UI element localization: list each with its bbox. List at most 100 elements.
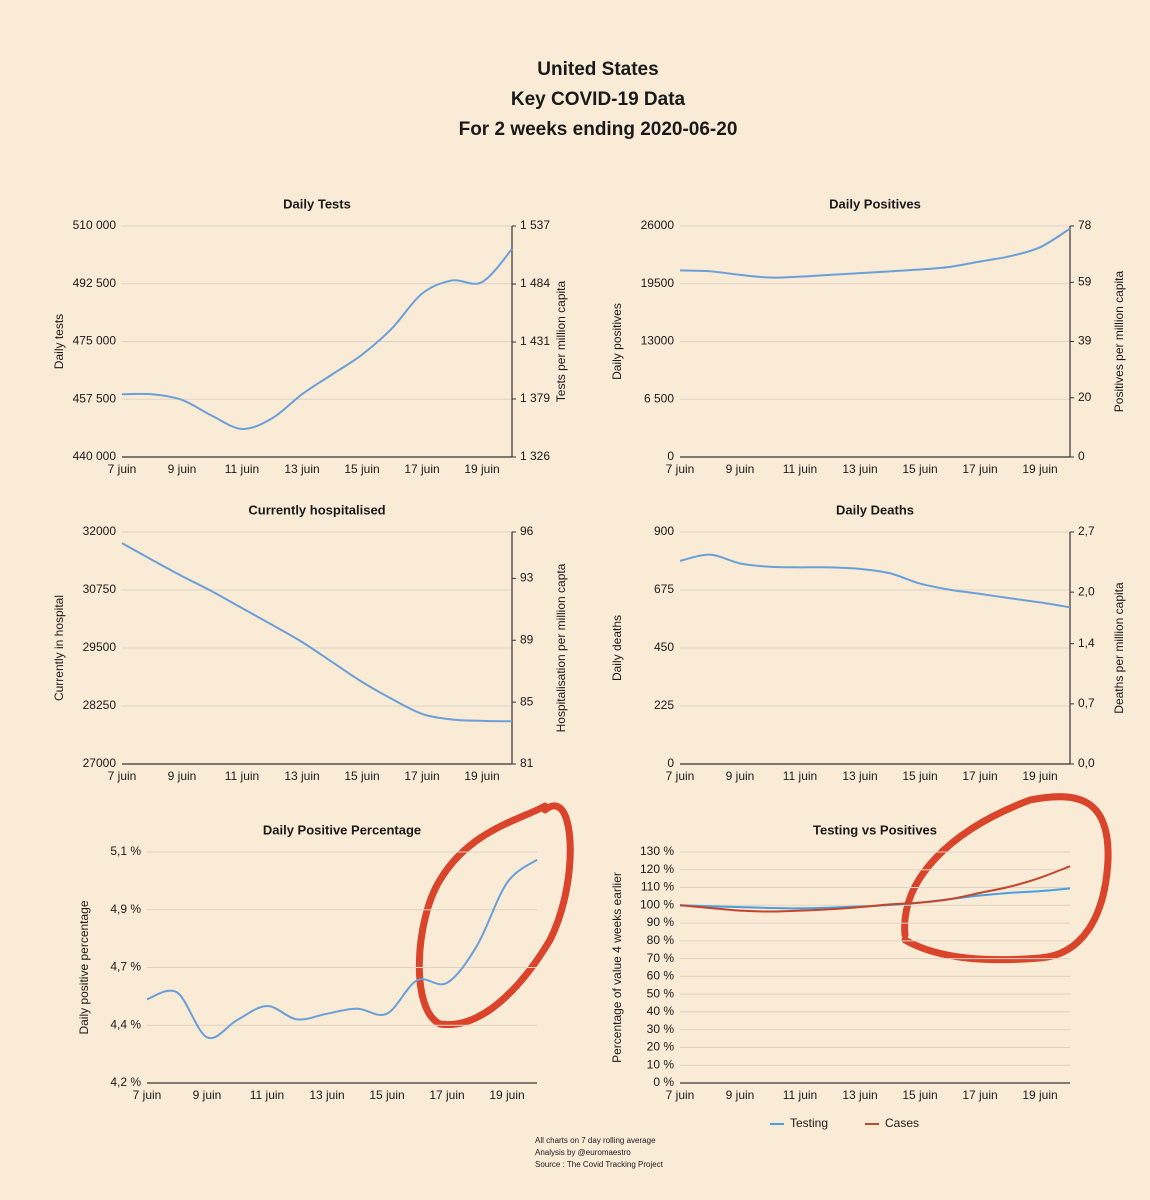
chart-title: Daily Deaths: [836, 502, 914, 517]
y2-tick-label: 2,0: [1078, 584, 1095, 598]
x-tick-label: 15 juin: [344, 462, 379, 476]
y-tick-label: 475 000: [73, 334, 117, 348]
y2-axis-label: Hospitalisation per million capta: [554, 563, 568, 732]
series-line: [146, 858, 538, 1040]
x-tick-label: 9 juin: [726, 769, 755, 783]
x-tick-label: 17 juin: [962, 769, 997, 783]
x-tick-label: 13 juin: [309, 1088, 344, 1102]
x-tick-label: 19 juin: [1022, 1088, 1057, 1102]
x-tick-label: 7 juin: [666, 1088, 695, 1102]
hand-annotation: [415, 802, 574, 1029]
y2-tick-label: 2,7: [1078, 524, 1095, 538]
x-tick-label: 19 juin: [489, 1088, 524, 1102]
x-tick-label: 13 juin: [842, 769, 877, 783]
y2-tick-label: 0: [1078, 449, 1085, 463]
x-tick-label: 11 juin: [783, 769, 817, 783]
y-tick-label: 4,7 %: [110, 960, 141, 974]
x-tick-label: 17 juin: [962, 462, 997, 476]
y2-tick-label: 1 326: [520, 449, 550, 463]
y-tick-label: 80 %: [647, 933, 675, 947]
x-tick-label: 13 juin: [842, 462, 877, 476]
x-tick-label: 9 juin: [726, 1088, 755, 1102]
x-tick-label: 17 juin: [404, 769, 439, 783]
y2-tick-label: 1 537: [520, 218, 550, 232]
y2-tick-label: 96: [520, 524, 534, 538]
chart-title: Daily Positive Percentage: [263, 822, 421, 837]
y2-tick-label: 0,0: [1078, 756, 1095, 770]
y2-tick-label: 20: [1078, 390, 1092, 404]
x-tick-label: 17 juin: [429, 1088, 464, 1102]
y-tick-label: 492 500: [73, 276, 117, 290]
y2-tick-label: 81: [520, 756, 534, 770]
chart-title: Daily Positives: [829, 196, 921, 211]
x-tick-label: 17 juin: [962, 1088, 997, 1102]
y-tick-label: 225: [654, 698, 674, 712]
series-line: [679, 553, 1071, 609]
x-tick-label: 17 juin: [404, 462, 439, 476]
y-tick-label: 60 %: [647, 969, 675, 983]
y2-tick-label: 1 379: [520, 391, 550, 405]
y-tick-label: 40 %: [647, 1004, 675, 1018]
x-tick-label: 15 juin: [369, 1088, 404, 1102]
x-tick-label: 7 juin: [108, 462, 137, 476]
x-tick-label: 9 juin: [193, 1088, 222, 1102]
y-axis-label: Percentage of value 4 weeks earlier: [610, 872, 624, 1063]
y-tick-label: 30 %: [647, 1022, 675, 1036]
legend-label: Testing: [790, 1116, 828, 1130]
y-axis-label: Daily tests: [52, 314, 66, 369]
y-tick-label: 19500: [641, 276, 675, 290]
x-tick-label: 7 juin: [133, 1088, 162, 1102]
y-axis-label: Daily positives: [610, 303, 624, 380]
y2-tick-label: 0,7: [1078, 696, 1095, 710]
y-tick-label: 4,9 %: [110, 902, 141, 916]
y2-tick-label: 1 431: [520, 334, 550, 348]
x-tick-label: 19 juin: [464, 462, 499, 476]
x-tick-label: 13 juin: [842, 1088, 877, 1102]
y-tick-label: 110 %: [641, 880, 674, 894]
y2-axis-label: Positives per million capita: [1112, 270, 1126, 412]
x-tick-label: 13 juin: [284, 462, 319, 476]
y2-axis-label: Tests per million capita: [554, 280, 568, 402]
note: All charts on 7 day rolling average: [535, 1136, 656, 1145]
y2-tick-label: 1 484: [520, 276, 550, 290]
y-tick-label: 510 000: [73, 218, 117, 232]
y-axis-label: Daily positive percentage: [77, 900, 91, 1034]
y-tick-label: 6 500: [644, 391, 674, 405]
x-tick-label: 7 juin: [666, 769, 695, 783]
y-tick-label: 30750: [83, 582, 117, 596]
x-tick-label: 15 juin: [902, 462, 937, 476]
chart-title: Daily Tests: [283, 196, 351, 211]
y-tick-label: 440 000: [73, 449, 117, 463]
series-line: [679, 227, 1071, 279]
x-tick-label: 19 juin: [1022, 462, 1057, 476]
y-tick-label: 0: [667, 449, 674, 463]
x-tick-label: 7 juin: [108, 769, 137, 783]
y-axis-label: Currently in hospital: [52, 595, 66, 701]
y-tick-label: 457 500: [73, 391, 117, 405]
y-tick-label: 27000: [83, 756, 117, 770]
x-tick-label: 13 juin: [284, 769, 319, 783]
x-tick-label: 15 juin: [902, 1088, 937, 1102]
y2-tick-label: 85: [520, 694, 534, 708]
y-tick-label: 10 %: [647, 1057, 675, 1071]
y2-tick-label: 1,4: [1078, 636, 1095, 650]
chart-title: Currently hospitalised: [248, 502, 385, 517]
note: Analysis by @euromaestro: [535, 1148, 631, 1157]
y-tick-label: 450: [654, 640, 674, 654]
hand-annotation: [901, 793, 1112, 964]
y-tick-label: 90 %: [647, 915, 675, 929]
legend-label: Cases: [885, 1116, 919, 1130]
x-tick-label: 9 juin: [168, 769, 197, 783]
y2-axis-label: Deaths per million capita: [1112, 582, 1126, 714]
main-title: Key COVID-19 Data: [511, 89, 686, 110]
x-tick-label: 11 juin: [225, 769, 259, 783]
x-tick-label: 9 juin: [726, 462, 755, 476]
main-title: United States: [537, 59, 658, 80]
x-tick-label: 15 juin: [902, 769, 937, 783]
y-tick-label: 28250: [83, 698, 117, 712]
y-tick-label: 29500: [83, 640, 117, 654]
y2-tick-label: 89: [520, 632, 534, 646]
y-tick-label: 120 %: [640, 862, 674, 876]
